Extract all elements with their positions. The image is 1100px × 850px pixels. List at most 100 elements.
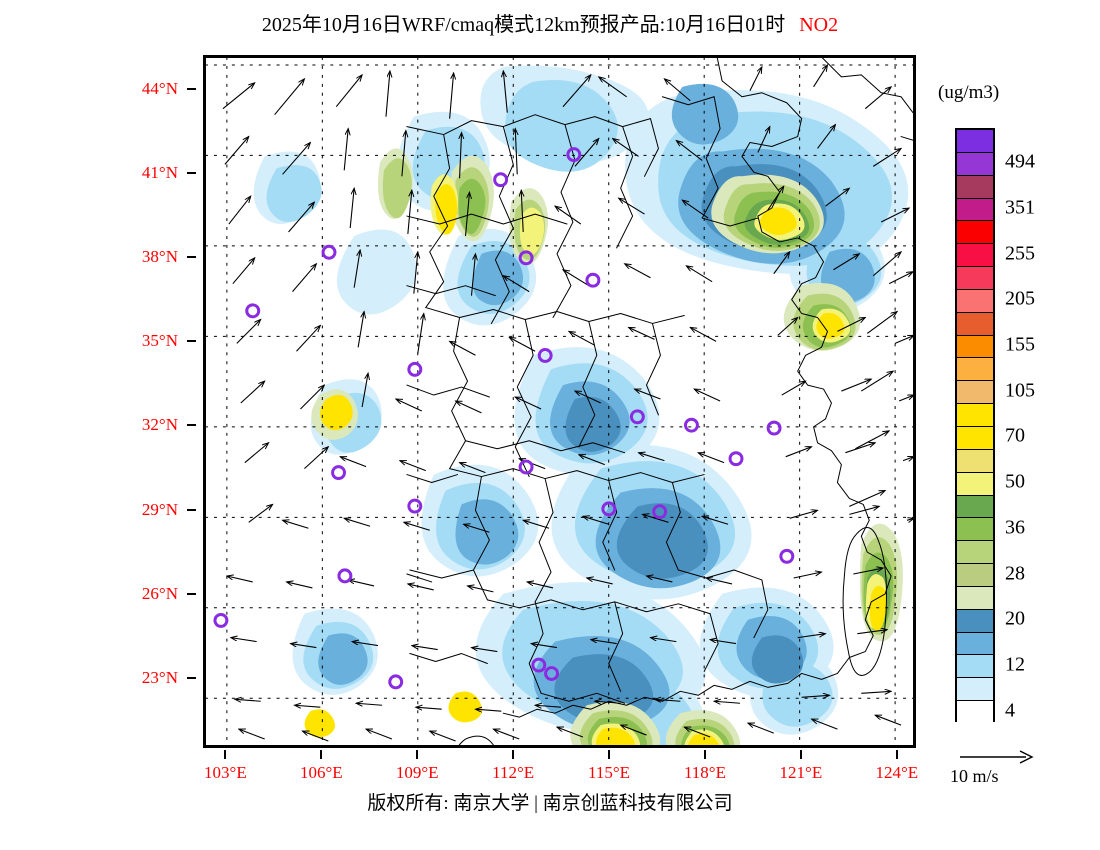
colorbar-tick-label: 105 (1005, 379, 1035, 402)
station-marker (601, 501, 617, 517)
station-marker (531, 657, 547, 673)
station-marker (728, 451, 744, 467)
colorbar-swatch (957, 678, 993, 702)
colorbar-swatch (957, 175, 993, 199)
longitude-tick-label: 106°E (299, 763, 343, 782)
station-marker (337, 568, 353, 584)
station-marker (493, 172, 509, 188)
colorbar-tick-label: 36 (1005, 516, 1025, 539)
colorbar-swatch (957, 335, 993, 359)
colorbar-swatch (957, 541, 993, 565)
copyright-footer: 版权所有: 南京大学 | 南京创蓝科技有限公司 (0, 788, 1100, 815)
latitude-tick-mark (187, 592, 196, 595)
wind-scale-legend: 10 m/s (950, 748, 1100, 798)
latitude-tick-label: 32°N (141, 415, 178, 435)
station-marker (407, 498, 423, 514)
longitude-tick-label: 112°E (492, 763, 535, 782)
station-marker (779, 548, 795, 564)
colorbar-swatch (957, 381, 993, 405)
longitude-tick-mark (895, 750, 898, 759)
colorbar-units-label: (ug/m3) (938, 82, 1000, 103)
longitude-tick-mark (416, 750, 419, 759)
colorbar-tick-label: 20 (1005, 607, 1025, 630)
map-canvas (205, 57, 914, 746)
colorbar-swatch (957, 472, 993, 496)
latitude-tick-label: 38°N (141, 247, 178, 266)
colorbar-swatch (957, 267, 993, 290)
latitude-tick-mark (187, 256, 196, 258)
title-text: 2025年10月16日WRF/cmaq模式12km预报产品:10月16日01时 (261, 14, 786, 36)
longitude-tick-mark (512, 750, 515, 759)
longitude-tick-label: 118°E (683, 763, 726, 782)
station-marker-layer (213, 147, 795, 690)
longitude-tick-mark (224, 750, 227, 759)
longitude-tick-label: 103°E (204, 763, 247, 782)
colorbar: (ug/m3) 494 351 255 205 155 105 70 50 36 28 20 12 4 (930, 82, 1095, 742)
station-marker (245, 303, 261, 319)
longitude-tick-label: 121°E (779, 763, 823, 782)
wind-scale-arrow-icon (960, 750, 1034, 764)
map-plot-area (203, 55, 916, 748)
station-marker (518, 459, 534, 475)
latitude-tick-mark (187, 340, 196, 343)
longitude-axis: 103°E 106°E 109°E 112°E 115°E 118°E 121°E 124°E (203, 750, 919, 790)
colorbar-tick-label: 12 (1005, 653, 1025, 676)
colorbar-swatch (957, 404, 993, 427)
graticule-grid (205, 57, 914, 746)
colorbar-swatch (957, 152, 993, 176)
station-marker (388, 674, 404, 690)
colorbar-swatch (957, 449, 993, 473)
station-marker (683, 417, 699, 433)
wind-scale-label: 10 m/s (950, 766, 999, 786)
colorbar-swatch (957, 427, 993, 450)
station-marker (766, 420, 782, 436)
colorbar-swatch (957, 586, 993, 610)
station-marker (518, 250, 534, 266)
figure-title: 2025年10月16日WRF/cmaq模式12km预报产品:10月16日01时 N… (0, 8, 1100, 37)
latitude-tick-label: 41°N (141, 162, 178, 182)
colorbar-tick-label: 351 (1005, 196, 1035, 219)
latitude-tick-mark (187, 87, 196, 90)
station-marker (407, 361, 423, 377)
colorbar-tick-label: 255 (1005, 242, 1035, 265)
colorbar-swatch (957, 609, 993, 633)
latitude-tick-label: 29°N (141, 499, 178, 519)
colorbar-swatch (957, 495, 993, 519)
station-marker (585, 272, 601, 288)
longitude-tick-label: 115°E (588, 763, 631, 782)
colorbar-tick-label: 50 (1005, 470, 1025, 493)
longitude-tick-label: 109°E (395, 763, 439, 782)
station-marker (537, 348, 553, 363)
wind-vector-field (222, 65, 914, 742)
station-marker (544, 666, 560, 681)
colorbar-swatch (957, 198, 993, 222)
longitude-tick-mark (320, 750, 323, 759)
title-species-label: NO2 (799, 14, 839, 36)
colorbar-swatch (957, 564, 993, 587)
latitude-tick-label: 26°N (141, 583, 178, 603)
colorbar-swatch (957, 289, 993, 313)
colorbar-swatch (957, 221, 993, 245)
longitude-tick-mark (799, 750, 802, 759)
longitude-tick-mark (608, 750, 611, 759)
colorbar-tick-label: 494 (1005, 150, 1035, 173)
colorbar-swatch (957, 701, 993, 724)
longitude-tick-label: 124°E (875, 763, 919, 782)
colorbar-swatch (957, 130, 993, 153)
colorbar-swatch (957, 632, 993, 656)
colorbar-swatch (957, 655, 993, 679)
latitude-axis: 44°N 41°N 38°N 35°N 32°N 29°N 26°N 23°N (108, 55, 196, 748)
colorbar-swatch (957, 518, 993, 542)
latitude-tick-mark (187, 424, 196, 427)
latitude-tick-label: 44°N (141, 78, 178, 98)
latitude-tick-mark (187, 171, 196, 174)
station-marker (331, 465, 347, 481)
colorbar-tick-label: 4 (1005, 699, 1015, 722)
colorbar-tick-label: 155 (1005, 333, 1035, 356)
station-marker (213, 612, 229, 628)
colorbar-tick-label: 70 (1005, 424, 1025, 447)
no2-contour-fill (253, 65, 909, 746)
colorbar-swatches (955, 128, 995, 724)
station-marker (652, 504, 668, 520)
latitude-tick-label: 23°N (141, 667, 178, 687)
